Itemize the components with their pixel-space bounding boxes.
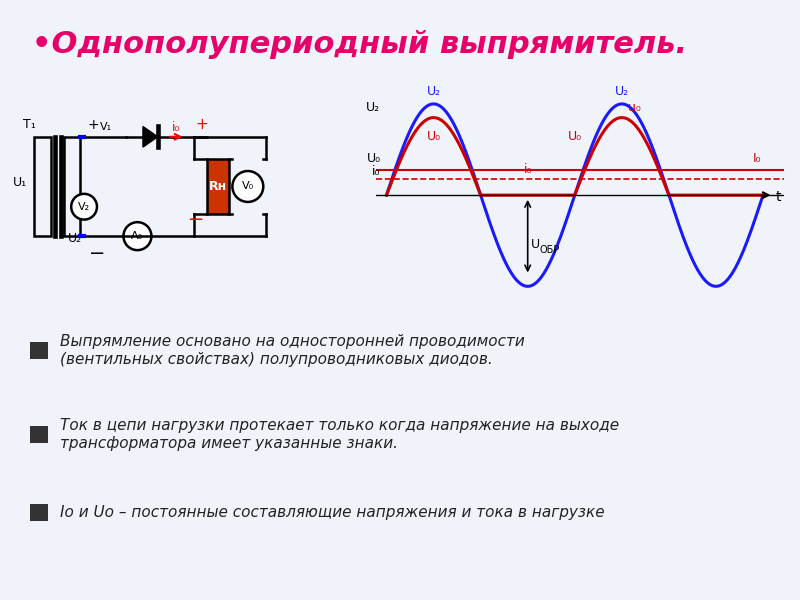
Text: U₂: U₂ — [426, 85, 441, 98]
Bar — [207, 159, 230, 214]
Text: +: + — [195, 118, 208, 133]
Bar — [30, 342, 48, 359]
Text: −: − — [188, 211, 205, 229]
Text: V₀: V₀ — [242, 181, 254, 191]
Text: t: t — [776, 190, 781, 203]
Text: U₁: U₁ — [13, 176, 26, 190]
Text: U₂: U₂ — [366, 101, 381, 114]
Text: Ток в цепи нагрузки протекает только когда напряжение на выходе
трансформатора и: Ток в цепи нагрузки протекает только ког… — [60, 418, 619, 451]
Text: T₁: T₁ — [22, 118, 35, 131]
Text: Rн: Rн — [210, 180, 227, 193]
Text: −: − — [89, 244, 105, 263]
Bar — [30, 504, 48, 521]
Text: Выпрямление основано на односторонней проводимости
(вентильных свойствах) полупр: Выпрямление основано на односторонней пр… — [60, 334, 525, 367]
Text: U₀: U₀ — [568, 130, 582, 143]
Text: A₀: A₀ — [131, 231, 143, 241]
Text: V₂: V₂ — [78, 202, 90, 212]
Text: ОБР: ОБР — [540, 245, 560, 254]
Text: i₀: i₀ — [523, 163, 532, 176]
Text: U₂: U₂ — [614, 85, 629, 98]
Circle shape — [123, 222, 151, 250]
Bar — [64, 137, 80, 236]
Text: U₂: U₂ — [68, 232, 82, 245]
Text: I₀: I₀ — [753, 152, 762, 165]
Text: U: U — [531, 238, 541, 251]
Text: V₁: V₁ — [100, 122, 112, 133]
Text: •Однополупериодный выпрямитель.: •Однополупериодный выпрямитель. — [32, 30, 687, 59]
Polygon shape — [143, 127, 158, 147]
Bar — [30, 426, 48, 443]
Circle shape — [232, 171, 263, 202]
Text: U₀: U₀ — [366, 152, 381, 165]
Text: U₀: U₀ — [426, 130, 441, 143]
Circle shape — [71, 194, 97, 220]
Text: +: + — [87, 118, 99, 133]
Text: u₀: u₀ — [628, 101, 641, 114]
Text: i₀: i₀ — [372, 165, 381, 178]
Text: i₀: i₀ — [172, 121, 180, 134]
Bar — [34, 137, 51, 236]
Text: Io и Uo – постоянные составляющие напряжения и тока в нагрузке: Io и Uo – постоянные составляющие напряж… — [60, 505, 605, 520]
